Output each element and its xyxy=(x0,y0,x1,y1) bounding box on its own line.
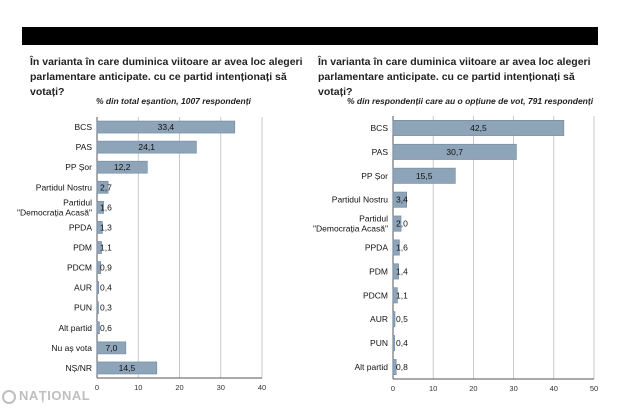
bar xyxy=(96,361,158,375)
bar-value-label: 2,7 xyxy=(100,182,112,192)
x-tick-label: 20 xyxy=(175,383,183,392)
x-tick-label: 40 xyxy=(258,383,266,392)
bar-value-label: 1,6 xyxy=(396,243,408,253)
bar xyxy=(96,261,102,274)
logo-mark-icon xyxy=(2,389,16,404)
bar-value-label: 2,0 xyxy=(396,219,408,229)
bar-value-label: 1,1 xyxy=(100,243,112,253)
bar xyxy=(96,281,99,294)
bar-value-label: 1,3 xyxy=(100,222,112,232)
x-tick-label: 30 xyxy=(509,384,517,393)
category-label: PPDA xyxy=(365,243,388,253)
category-label: NȘ/NR xyxy=(66,363,92,373)
bar-value-label: 0,4 xyxy=(100,283,112,293)
bar-value-label: 33,4 xyxy=(158,122,175,132)
bar-value-label: 0,4 xyxy=(396,338,408,348)
bar xyxy=(96,241,102,254)
category-label: BCS xyxy=(75,122,93,132)
category-label: Partidul Nostru xyxy=(332,195,388,205)
category-label: PDCM xyxy=(67,263,92,273)
bar xyxy=(392,143,517,160)
category-label: "Democrația Acasă" xyxy=(17,207,92,217)
bar xyxy=(392,191,407,208)
bar-value-label: 1,1 xyxy=(396,290,408,300)
bar-value-label: 3,4 xyxy=(396,195,408,205)
x-tick-label: 40 xyxy=(550,384,558,393)
category-label: PP Șor xyxy=(65,162,92,172)
left-bar-chart: 0 10 20 30 40 33,4 BCS 24,1 PAS 12,2 PP Șor 2,7 Part… xyxy=(17,117,266,392)
bar-value-label: 7,0 xyxy=(106,343,118,353)
category-label: PPDA xyxy=(69,222,92,232)
category-label: Alt partid xyxy=(58,323,92,333)
bar xyxy=(392,359,397,375)
category-label: BCS xyxy=(371,123,389,133)
x-tick-label: 10 xyxy=(134,383,142,392)
bar-value-label: 0,3 xyxy=(100,303,112,313)
category-label: PUN xyxy=(370,338,388,348)
bar xyxy=(96,301,99,315)
left-chart-title: În varianta în care duminica viitoare ar… xyxy=(30,56,303,98)
category-label: Partidul Nostru xyxy=(36,182,92,192)
bar xyxy=(392,311,396,328)
bar xyxy=(96,140,197,154)
bar xyxy=(96,321,100,335)
bar-value-label: 30,7 xyxy=(446,147,463,157)
logo-text: NAȚIONAL xyxy=(19,388,91,403)
bar-value-label: 0,8 xyxy=(396,362,408,372)
bar-value-label: 0,6 xyxy=(100,323,112,333)
bar xyxy=(392,287,398,304)
x-tick-label: 20 xyxy=(469,384,477,393)
x-tick-label: 50 xyxy=(590,384,598,393)
bar xyxy=(96,180,109,194)
bar xyxy=(96,160,148,174)
category-label: PDM xyxy=(369,266,388,276)
bar xyxy=(96,221,103,234)
bar xyxy=(392,167,456,184)
x-tick-label: 0 xyxy=(95,383,99,392)
x-tick-label: 10 xyxy=(429,384,437,393)
x-tick-label: 0 xyxy=(391,384,395,393)
category-label: PDCM xyxy=(363,290,388,300)
category-label: PP Șor xyxy=(361,171,388,181)
bar xyxy=(96,201,104,214)
category-label: PAS xyxy=(76,142,93,152)
bar-value-label: 1,6 xyxy=(100,202,112,212)
category-label: AUR xyxy=(370,314,388,324)
category-label: Partidul xyxy=(359,214,388,224)
category-label: Nu aș vota xyxy=(51,343,92,353)
right-chart-subtitle: % din respondenții care au o opțiune de … xyxy=(347,96,594,106)
bar-value-label: 14,5 xyxy=(119,363,136,373)
bar xyxy=(392,215,402,232)
national-logo: NAȚIONAL xyxy=(2,388,90,404)
bar xyxy=(392,120,565,136)
bar-value-label: 0,5 xyxy=(396,314,408,324)
bar xyxy=(96,120,236,134)
category-label: Alt partid xyxy=(354,362,388,372)
category-label: Partidul xyxy=(63,197,92,207)
category-label: "Democrația Acasă" xyxy=(313,224,388,234)
header-bar xyxy=(22,27,598,45)
category-label: PUN xyxy=(74,303,92,313)
bar-value-label: 12,2 xyxy=(114,162,131,172)
category-label: PDM xyxy=(73,243,92,253)
category-label: PAS xyxy=(372,147,389,157)
left-chart-subtitle: % din total eșantion, 1007 respondenți xyxy=(96,96,251,106)
bar xyxy=(96,341,127,355)
bar-value-label: 42,5 xyxy=(470,123,487,133)
x-tick-label: 30 xyxy=(217,383,225,392)
bar xyxy=(392,263,399,280)
bar-value-label: 15,5 xyxy=(416,171,433,181)
bar xyxy=(392,239,400,256)
right-chart-title: În varianta în care duminica viitoare ar… xyxy=(318,56,591,98)
bar-value-label: 0,9 xyxy=(100,263,112,273)
bar-value-label: 1,4 xyxy=(396,266,408,276)
bar xyxy=(392,335,395,352)
bar-value-label: 24,1 xyxy=(138,142,155,152)
category-label: AUR xyxy=(74,283,92,293)
